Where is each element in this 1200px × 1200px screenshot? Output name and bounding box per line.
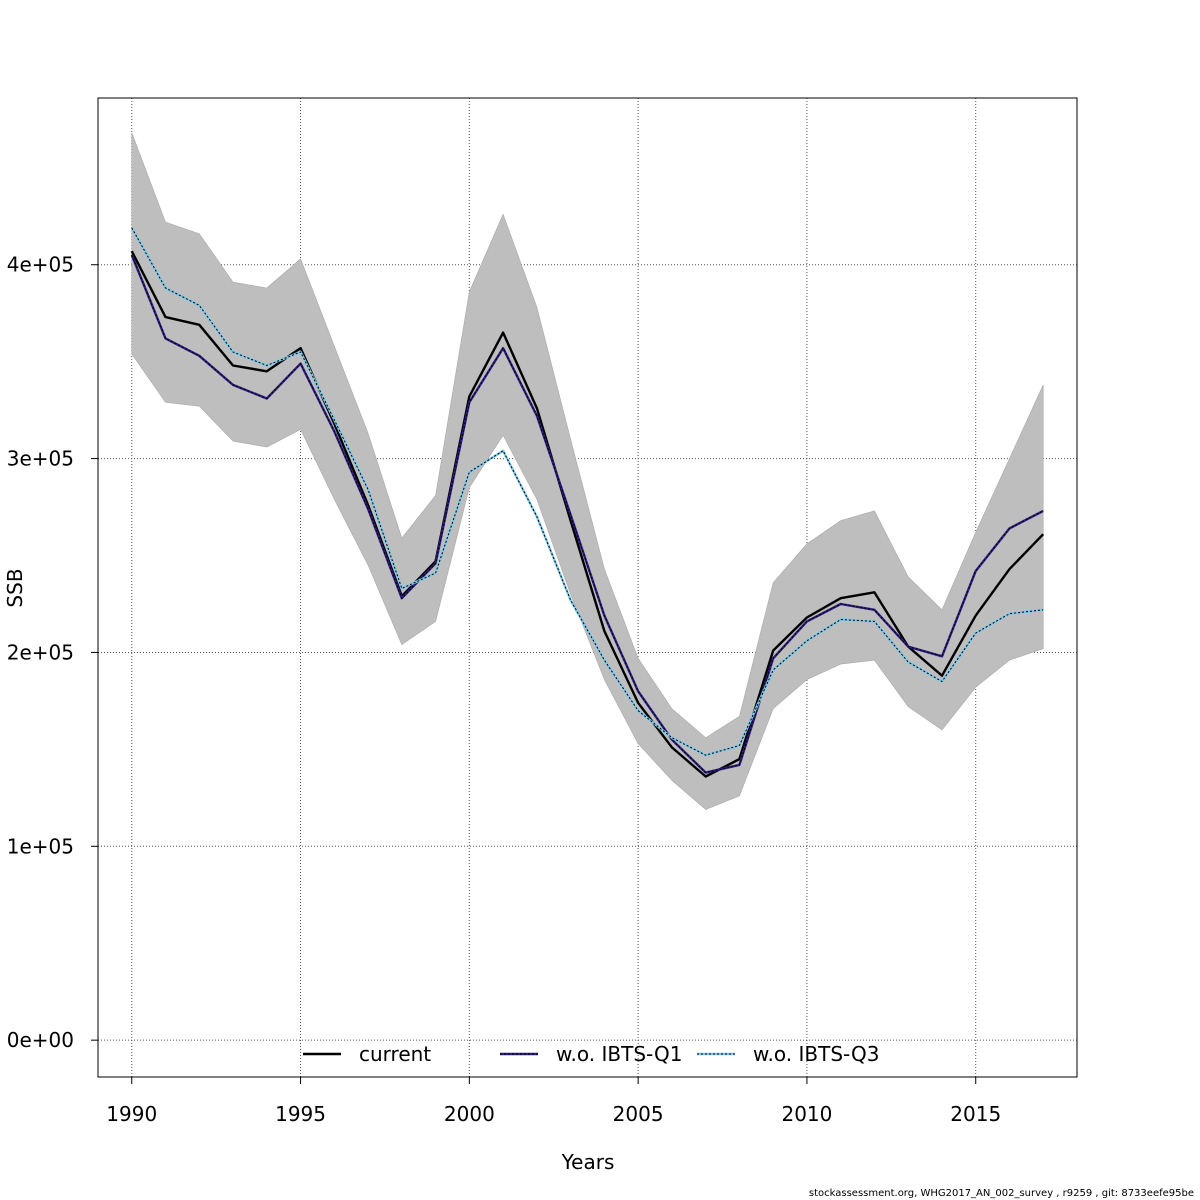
series-layer [130, 227, 1045, 778]
x-tick-label: 2000 [444, 1102, 495, 1126]
x-axis-label: Years [561, 1150, 615, 1174]
y-tick-label: 0e+00 [7, 1028, 74, 1052]
confidence-band-layer [131, 132, 1044, 810]
series-dotted-overlay-w-o-ibts-q3 [131, 227, 1044, 756]
x-tick-label: 1990 [106, 1102, 157, 1126]
y-tick-label: 2e+05 [7, 640, 74, 664]
footer-credit: stockassessment.org, WHG2017_AN_002_surv… [808, 1188, 1194, 1199]
legend-label-w-o-ibts-q3: w.o. IBTS-Q3 [753, 1042, 879, 1066]
x-tick-label: 2010 [781, 1102, 832, 1126]
y-tick-label: 1e+05 [7, 834, 74, 858]
legend: current w.o. IBTS-Q1 w.o. IBTS-Q3 [303, 1042, 879, 1066]
y-axis: 0e+00 1e+05 2e+05 3e+05 4e+05 [7, 253, 98, 1052]
y-tick-label: 4e+05 [7, 253, 74, 277]
x-tick-label: 2005 [613, 1102, 664, 1126]
x-axis: 1990 1995 2000 2005 2010 2015 [106, 1077, 1001, 1126]
x-tick-label: 2015 [950, 1102, 1001, 1126]
series-dotted-overlay-w-o-ibts-q1 [131, 254, 1044, 774]
legend-label-w-o-ibts-q1: w.o. IBTS-Q1 [556, 1042, 682, 1066]
y-axis-label: SSB [3, 568, 27, 607]
plot-frame [97, 97, 1078, 1078]
y-tick-label: 3e+05 [7, 447, 74, 471]
confidence-band [131, 132, 1044, 810]
legend-label-current: current [359, 1042, 431, 1066]
x-tick-label: 1995 [275, 1102, 326, 1126]
